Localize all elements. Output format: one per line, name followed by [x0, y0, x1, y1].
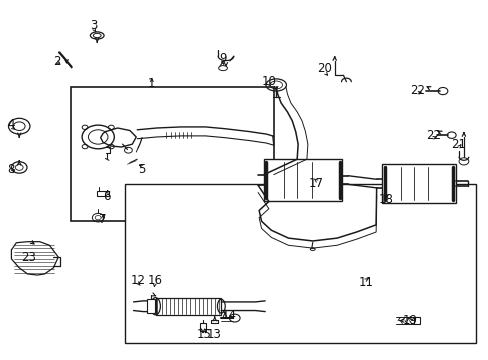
Text: 20: 20: [317, 62, 332, 75]
Bar: [382, 164, 455, 203]
Text: 1: 1: [148, 77, 155, 90]
Bar: [264, 159, 341, 201]
Text: 22: 22: [426, 129, 440, 142]
Bar: [199, 323, 206, 331]
Text: 9: 9: [218, 51, 226, 64]
Text: 22: 22: [409, 84, 424, 97]
Bar: [71, 87, 273, 221]
Text: 23: 23: [21, 251, 36, 264]
Text: 16: 16: [147, 274, 162, 287]
Text: 10: 10: [261, 75, 276, 88]
Text: 3: 3: [90, 19, 98, 32]
Text: 15: 15: [197, 328, 211, 341]
Text: 12: 12: [130, 274, 145, 287]
Bar: [413, 317, 419, 324]
Text: 5: 5: [138, 163, 145, 176]
Text: 21: 21: [450, 138, 466, 150]
Text: 11: 11: [358, 276, 373, 289]
Text: 19: 19: [402, 314, 417, 327]
Text: 13: 13: [206, 328, 221, 341]
Bar: [125, 184, 475, 343]
Text: 2: 2: [53, 55, 61, 68]
Text: 8: 8: [8, 163, 15, 176]
Text: 7: 7: [99, 213, 106, 226]
Bar: [146, 299, 154, 314]
Text: 17: 17: [308, 177, 324, 190]
Text: 4: 4: [8, 118, 15, 131]
Text: 18: 18: [378, 193, 392, 206]
Bar: [155, 298, 221, 315]
Text: 14: 14: [221, 309, 236, 322]
Bar: [97, 191, 109, 196]
Text: 6: 6: [103, 190, 110, 203]
